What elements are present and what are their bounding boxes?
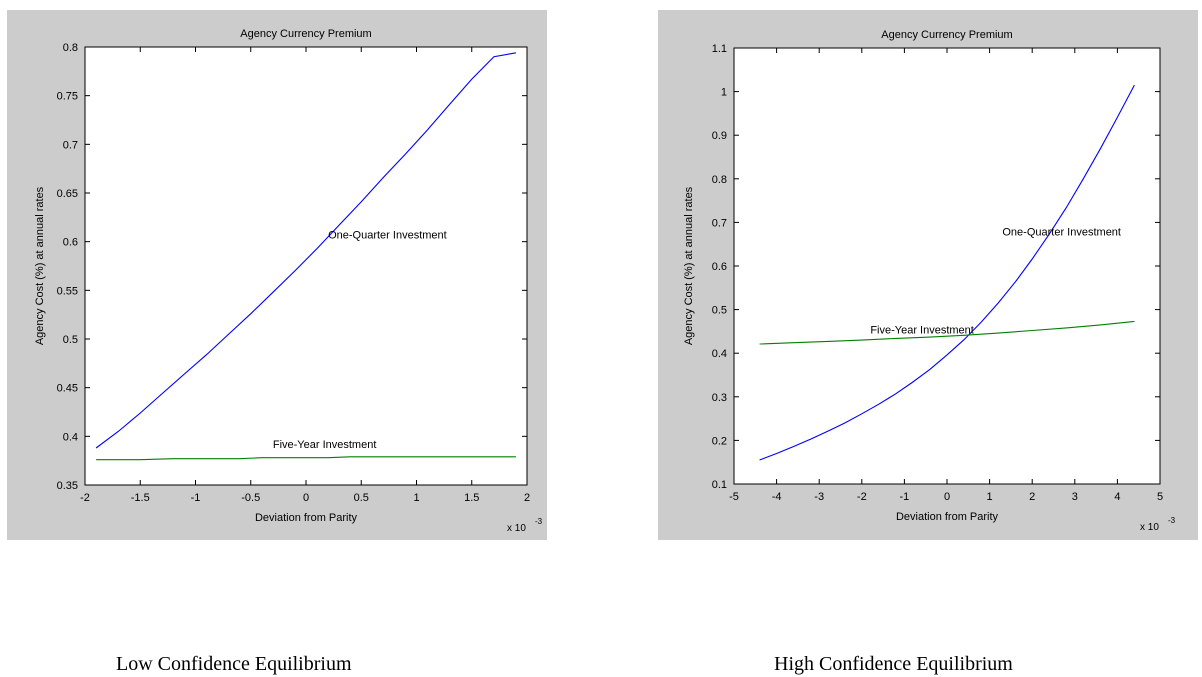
x-tick-label: 1 xyxy=(413,492,419,504)
series-line-five-year xyxy=(759,320,1135,345)
y-tick-label: 0.9 xyxy=(712,130,727,142)
x-multiplier: x 10 xyxy=(1140,522,1159,533)
caption-low-confidence: Low Confidence Equilibrium xyxy=(116,653,352,675)
series-line-five-year xyxy=(96,456,516,461)
chart-panel-low: Agency Currency Premium -2 -1.5 -1 -0.5 0 0.5 1… xyxy=(7,10,547,540)
y-tick-label: 0.8 xyxy=(712,174,727,186)
x-tick-label: -1 xyxy=(900,491,910,503)
y-tick-label: 1 xyxy=(721,87,727,99)
y-tick-label: 0.65 xyxy=(57,188,78,200)
y-tick-label: 0.6 xyxy=(63,237,78,249)
x-multiplier-exponent: -3 xyxy=(535,517,543,526)
y-tick-label: 0.75 xyxy=(57,91,78,103)
y-tick-label: 0.1 xyxy=(712,479,727,491)
y-tick-label: 0.4 xyxy=(63,431,78,443)
chart-title: Agency Currency Premium xyxy=(881,29,1012,41)
annotation-label: One-Quarter Investment xyxy=(328,230,447,242)
chart-panel-high: Agency Currency Premium -5 -4 -3 -2 -1 0 1 2 3 4 5 0… xyxy=(658,10,1198,540)
y-tick-label: 0.5 xyxy=(63,334,78,346)
chart-title: Agency Currency Premium xyxy=(240,28,371,40)
y-axis-label: Agency Cost (%) at annual rates xyxy=(34,186,46,345)
y-tick-label: 0.4 xyxy=(712,348,727,360)
annotation-label: Five-Year Investment xyxy=(870,325,974,337)
x-tick-label: 1 xyxy=(987,491,993,503)
y-tick-label: 0.2 xyxy=(712,435,727,447)
y-tick-label: 0.6 xyxy=(712,261,727,273)
x-axis-label: Deviation from Parity xyxy=(896,511,999,523)
annotation-label: One-Quarter Investment xyxy=(1002,226,1121,238)
series-line-one-quarter xyxy=(95,52,516,449)
x-multiplier: x 10 xyxy=(507,523,526,534)
x-axis-label: Deviation from Parity xyxy=(255,512,358,524)
x-tick-label: 0.5 xyxy=(354,492,369,504)
chart-high-confidence: Agency Currency Premium -5 -4 -3 -2 -1 0 1 2 3 4 5 0… xyxy=(683,29,1176,533)
plot-area xyxy=(84,46,528,486)
x-tick-label: -1 xyxy=(191,492,201,504)
plot-area xyxy=(733,47,1161,485)
y-tick-label: 0.45 xyxy=(57,383,78,395)
x-tick-label: -2 xyxy=(857,491,867,503)
x-tick-label: 1.5 xyxy=(464,492,479,504)
x-tick-label: -0.5 xyxy=(241,492,260,504)
x-tick-label: 2 xyxy=(524,492,530,504)
x-tick-label: -5 xyxy=(729,491,739,503)
x-tick-label: 2 xyxy=(1029,491,1035,503)
y-tick-label: 0.7 xyxy=(712,217,727,229)
y-tick-label: 0.7 xyxy=(63,139,78,151)
x-tick-label: 5 xyxy=(1157,491,1163,503)
y-axis-label: Agency Cost (%) at annual rates xyxy=(683,186,695,345)
x-tick-label: 3 xyxy=(1072,491,1078,503)
x-multiplier-exponent: -3 xyxy=(1168,516,1176,525)
y-tick-label: 0.8 xyxy=(63,42,78,54)
annotation-label: Five-Year Investment xyxy=(273,439,377,451)
x-tick-label: -2 xyxy=(80,492,90,504)
y-tick-label: 0.3 xyxy=(712,392,727,404)
caption-high-confidence: High Confidence Equilibrium xyxy=(774,653,1013,675)
x-tick-label: -3 xyxy=(814,491,824,503)
y-tick-label: 0.35 xyxy=(57,480,78,492)
x-tick-label: 0 xyxy=(303,492,309,504)
x-tick-label: -4 xyxy=(772,491,782,503)
series-line-one-quarter xyxy=(759,84,1135,461)
y-tick-label: 0.5 xyxy=(712,305,727,317)
chart-low-confidence: Agency Currency Premium -2 -1.5 -1 -0.5 0 0.5 1… xyxy=(34,28,543,534)
y-tick-label: 1.1 xyxy=(712,43,727,55)
y-tick-label: 0.55 xyxy=(57,285,78,297)
x-tick-label: -1.5 xyxy=(131,492,150,504)
x-tick-label: 4 xyxy=(1114,491,1120,503)
x-tick-label: 0 xyxy=(944,491,950,503)
